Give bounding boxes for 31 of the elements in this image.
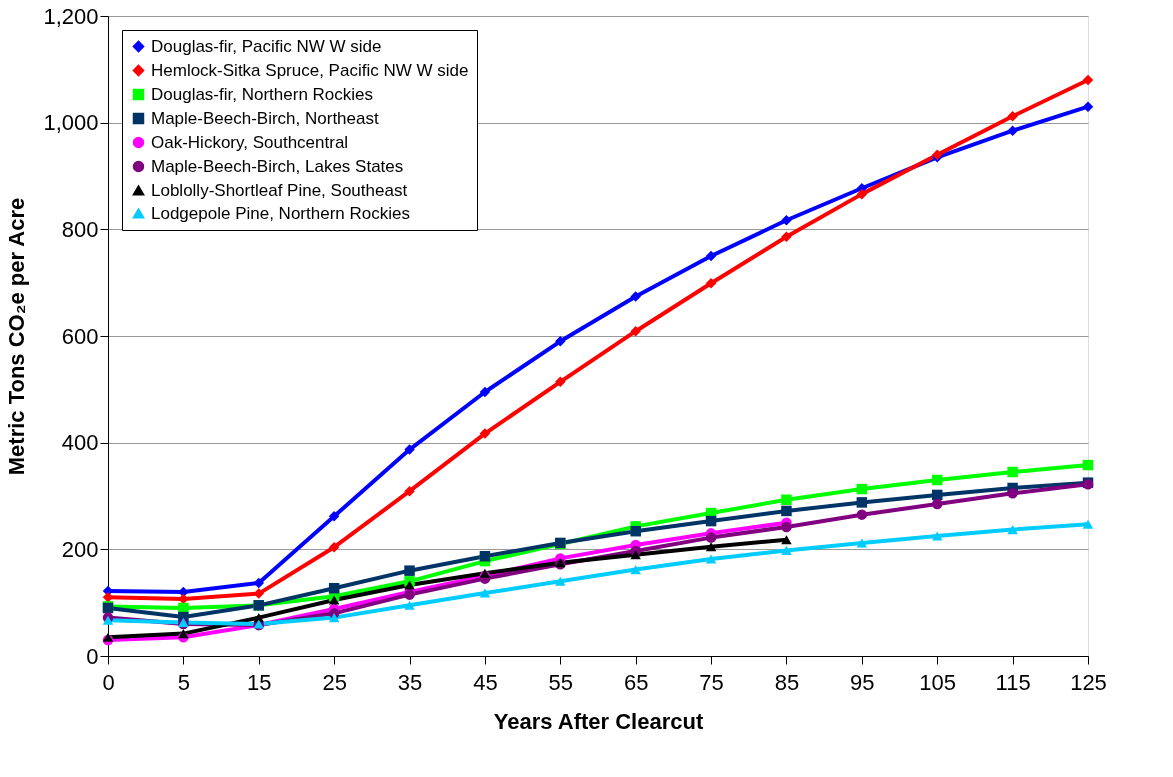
x-tick-label: 45 [473, 669, 498, 695]
legend-label: Maple-Beech-Birch, Northeast [151, 108, 379, 128]
x-tick-label: 65 [623, 669, 649, 695]
y-tick-label: 0 [86, 643, 99, 669]
x-tick-label: 115 [995, 669, 1031, 695]
y-axis-title: Metric Tons CO₂e per Acre [4, 197, 30, 476]
x-tick-label: 5 [177, 669, 191, 695]
legend-label: Douglas-fir, Northern Rockies [151, 84, 374, 104]
x-tick-label: 85 [774, 669, 800, 695]
x-tick-label: 35 [397, 669, 423, 695]
legend-label: Hemlock-Sitka Spruce, Pacific NW W side [151, 60, 469, 80]
y-tick-label: 600 [61, 323, 99, 349]
legend-label: Lodgepole Pine, Northern Rockies [151, 203, 410, 223]
x-tick-label: 125 [1070, 669, 1107, 695]
y-tick-label: 200 [61, 536, 99, 562]
x-tick-label: 55 [548, 669, 574, 695]
legend-label: Oak-Hickory, Southcentral [151, 132, 349, 152]
x-tick-label: 95 [850, 669, 875, 695]
legend-label: Maple-Beech-Birch, Lakes States [151, 156, 404, 176]
x-tick-label: 75 [699, 669, 724, 695]
x-tick-label: 15 [247, 669, 272, 695]
y-tick-label: 400 [61, 430, 99, 456]
x-tick-label: 0 [102, 669, 115, 695]
y-tick-label: 1,200 [43, 3, 99, 29]
legend-label: Douglas-fir, Pacific NW W side [151, 36, 382, 56]
y-tick-label: 1,000 [43, 110, 99, 136]
x-tick-label: 105 [919, 669, 957, 695]
legend-label: Loblolly-Shortleaf Pine, Southeast [151, 180, 408, 200]
x-tick-label: 25 [322, 669, 347, 695]
y-tick-label: 800 [61, 216, 99, 242]
x-axis-title: Years After Clearcut [493, 708, 704, 734]
